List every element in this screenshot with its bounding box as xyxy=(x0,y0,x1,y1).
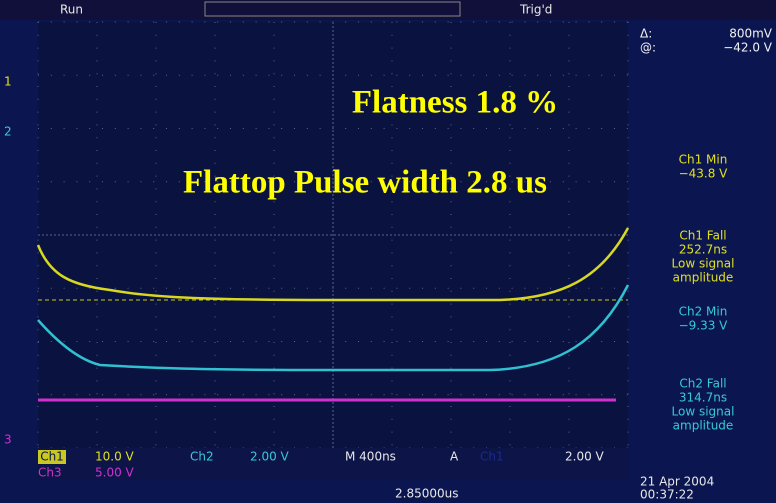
trigger-status: Trig'd xyxy=(519,3,552,17)
measure-note: amplitude xyxy=(673,419,734,433)
measure-label: Ch2 Min xyxy=(679,305,728,319)
measure-note: Low signal xyxy=(672,405,735,419)
date: 21 Apr 2004 xyxy=(640,475,714,489)
cursor-at-label: @: xyxy=(640,41,656,55)
measure-value: 314.7ns xyxy=(679,391,727,405)
measure-value: −9.33 V xyxy=(679,319,729,333)
top-bar xyxy=(0,0,776,20)
measure-note: amplitude xyxy=(673,271,734,285)
trigger-level: 2.00 V xyxy=(565,450,605,464)
channel-name: Ch1 xyxy=(40,450,64,464)
cursor-delta-value: 800mV xyxy=(729,27,773,41)
run-status: Run xyxy=(60,3,83,17)
position: 2.85000us xyxy=(395,487,458,501)
ch3-marker: 3 xyxy=(4,433,12,447)
channel-name: Ch3 xyxy=(38,466,62,480)
measure-label: Ch1 Fall xyxy=(679,229,726,243)
trigger-mode: A xyxy=(450,450,459,464)
ch2-marker: 2 xyxy=(4,125,12,139)
measure-value: 252.7ns xyxy=(679,243,727,257)
channel-scale: 10.0 V xyxy=(95,450,135,464)
scope-screen: Run Trig'd 1 2 3 Flatness 1.8 % Flattop … xyxy=(0,0,776,503)
measure-value: −43.8 V xyxy=(679,167,729,181)
annotation: Flatness 1.8 % xyxy=(352,85,558,121)
measure-note: Low signal xyxy=(672,257,735,271)
timebase: M 400ns xyxy=(345,450,396,464)
measure-label: Ch1 Min xyxy=(679,153,728,167)
trigger-source: Ch1 xyxy=(480,450,504,464)
measure-label: Ch2 Fall xyxy=(679,377,726,391)
cursor-at-value: −42.0 V xyxy=(723,41,773,55)
channel-name: Ch2 xyxy=(190,450,214,464)
cursor-delta-label: Δ: xyxy=(640,27,652,41)
channel-scale: 5.00 V xyxy=(95,466,135,480)
annotation: Flattop Pulse width 2.8 us xyxy=(183,165,547,201)
ch1-marker: 1 xyxy=(4,75,12,89)
time: 00:37:22 xyxy=(640,488,694,502)
channel-scale: 2.00 V xyxy=(250,450,290,464)
